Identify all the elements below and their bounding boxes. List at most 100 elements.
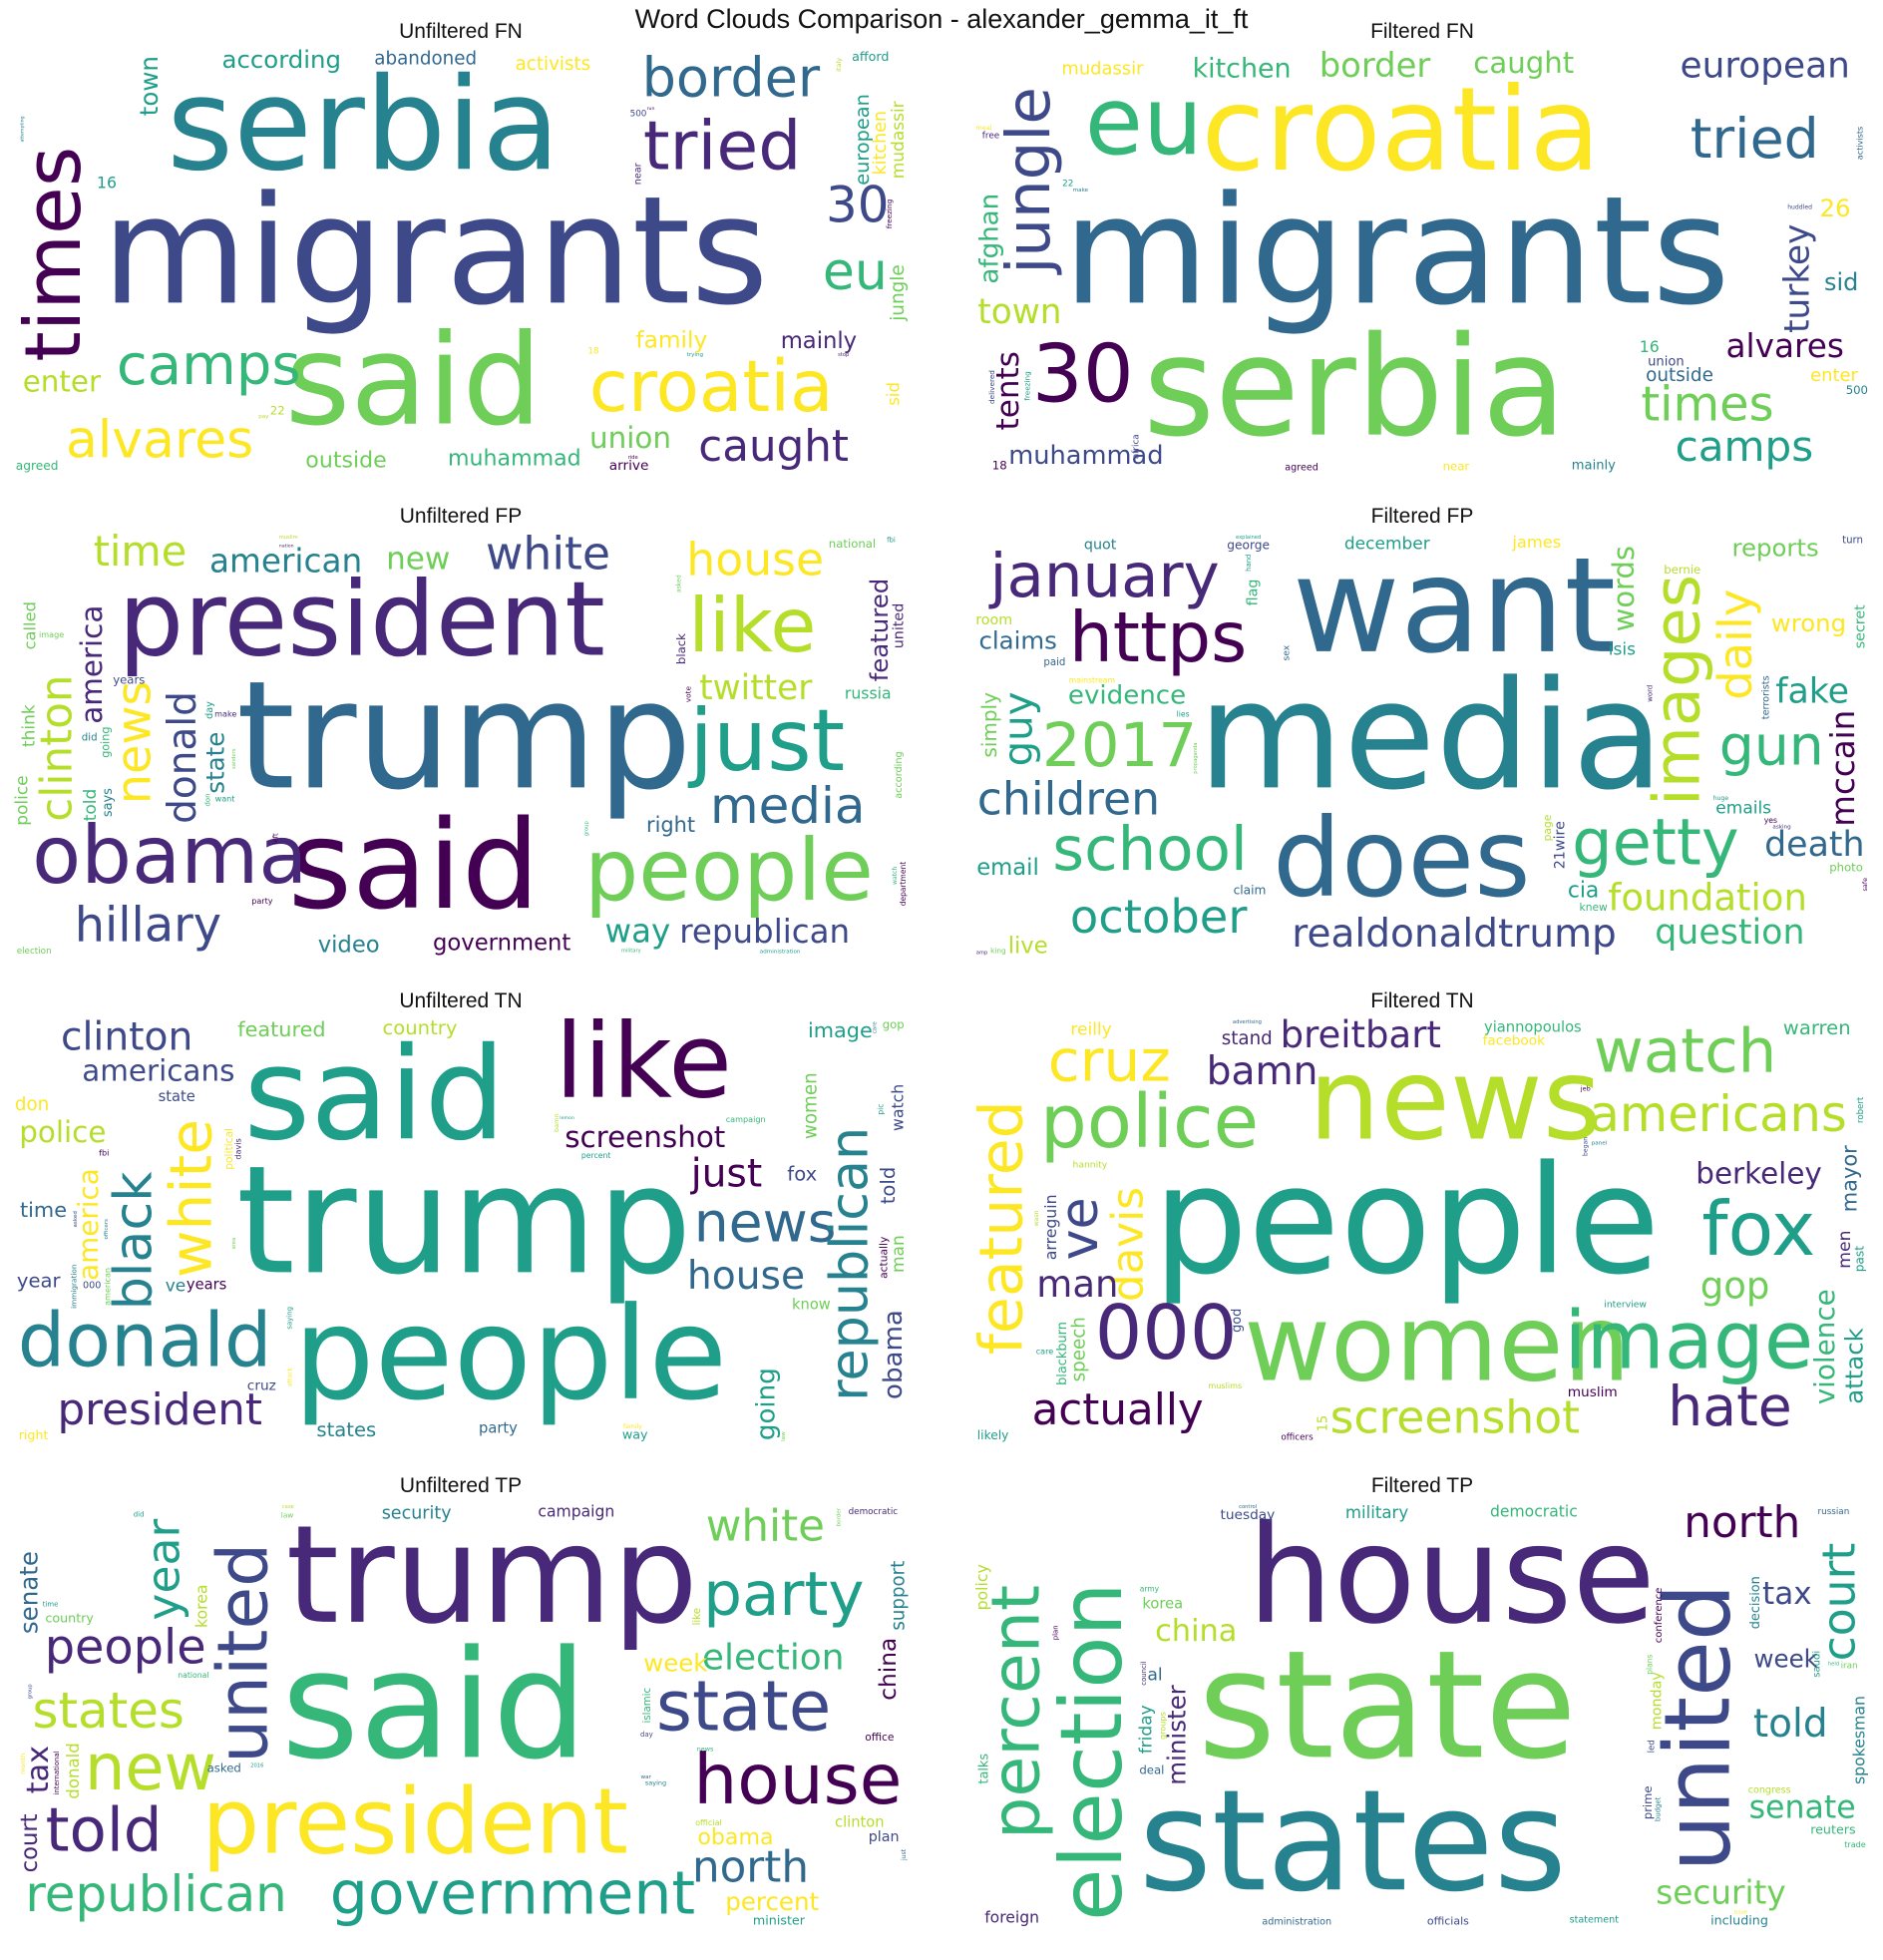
cloud-word: donald: [18, 1297, 272, 1383]
word-cloud-panel: Filtered TN people news women police american…: [973, 987, 1871, 1444]
cloud-word: king: [990, 946, 1006, 955]
cloud-word: muslim: [1568, 1384, 1618, 1400]
cloud-word: camps: [117, 333, 301, 398]
cloud-word: republican: [25, 1865, 286, 1923]
cloud-word: freezing: [885, 199, 894, 229]
cloud-word: talks: [977, 1754, 992, 1784]
cloud-word: americans: [82, 1054, 234, 1088]
cloud-word: muhammad: [448, 445, 581, 471]
cloud-word: led: [1647, 1740, 1657, 1753]
cloud-word: kitchen: [1193, 53, 1292, 84]
cloud-word: saying: [286, 1307, 294, 1330]
cloud-word: united: [1646, 1584, 1750, 1872]
cloud-word: men: [1835, 1230, 1855, 1268]
cloud-word: house: [687, 1254, 805, 1299]
cloud-word: donald: [161, 691, 205, 824]
cloud-word: statement: [1570, 1915, 1620, 1926]
cloud-word: 500: [1846, 383, 1868, 397]
cloud-word: care: [1036, 1347, 1054, 1357]
cloud-word: migrants: [102, 165, 769, 338]
cloud-word: jungle: [993, 87, 1064, 275]
cloud-word: featured: [865, 579, 894, 682]
cloud-word: featured: [237, 1017, 325, 1041]
cloud-word: news: [1309, 1033, 1602, 1165]
cloud-word: make: [1073, 188, 1089, 194]
cloud-word: ve: [1049, 1197, 1110, 1260]
cloud-word: 16: [1640, 337, 1660, 356]
cloud-word: amp: [976, 951, 988, 957]
cloud-word: office: [865, 1731, 894, 1744]
cloud-word: attack: [1840, 1327, 1869, 1403]
cloud-word: live: [1008, 933, 1048, 959]
cloud-word: afford: [852, 49, 889, 64]
cloud-word: house: [1248, 1502, 1656, 1655]
cloud-word: iran: [1841, 1661, 1858, 1671]
cloud-word: court: [17, 1813, 43, 1872]
cloud-word: cruz: [1048, 1026, 1171, 1094]
cloud-word: al: [1147, 1666, 1162, 1686]
cloud-word: mccain: [1824, 710, 1862, 827]
cloud-word: war: [641, 1774, 652, 1780]
cloud-word: want: [215, 794, 235, 804]
cloud-word: isis: [1609, 640, 1636, 660]
cloud-word: week: [643, 1649, 708, 1678]
cloud-word: africa: [1131, 434, 1141, 459]
cloud-word: percent: [581, 1151, 610, 1160]
panel-title: Filtered TN: [1370, 989, 1474, 1012]
cloud-word: make: [214, 709, 236, 719]
cloud-word: donald: [64, 1743, 83, 1799]
cloud-word: knew: [1580, 901, 1609, 914]
cloud-word: day: [640, 1731, 653, 1739]
cloud-word: caught: [698, 422, 849, 472]
cloud-word: explained: [1236, 535, 1261, 541]
cloud-word: political: [222, 1128, 235, 1170]
cloud-word: white: [706, 1502, 825, 1551]
cloud-word: care: [873, 1021, 879, 1034]
cloud-word: trump: [236, 649, 692, 823]
cloud-word: european: [1681, 48, 1850, 87]
cloud-word: minister: [753, 1912, 806, 1927]
cloud-word: american: [103, 1268, 113, 1306]
cloud-word: vote: [684, 686, 693, 703]
cloud-word: deal: [1139, 1764, 1164, 1777]
cloud-word: images: [1642, 575, 1715, 806]
cloud-word: union: [1648, 354, 1685, 369]
cloud-word: 18: [587, 346, 598, 356]
cloud-word: country: [383, 1017, 458, 1039]
cloud-word: warren: [1783, 1017, 1851, 1039]
cloud-word: news: [694, 1192, 837, 1256]
cloud-word: democratic: [1490, 1503, 1578, 1521]
cloud-word: image: [1564, 1294, 1813, 1386]
cloud-word: did: [134, 1511, 145, 1519]
cloud-word: 21wire: [1553, 821, 1569, 869]
cloud-word: delivered: [987, 370, 996, 404]
cloud-word: flag: [1245, 580, 1261, 606]
cloud-word: hillary: [75, 898, 221, 953]
cloud-word: george: [1227, 539, 1270, 553]
cloud-word: facebook: [1483, 1033, 1546, 1049]
cloud-word: new: [386, 542, 450, 578]
cloud-word: party: [703, 1559, 864, 1630]
cloud-word: nation: [279, 544, 294, 550]
cloud-word: run: [647, 106, 655, 112]
cloud-word: says: [101, 788, 116, 817]
cloud-word: mainly: [1572, 459, 1616, 474]
cloud-word: https: [1069, 598, 1247, 678]
cloud-word: court: [1813, 1543, 1866, 1662]
cloud-word: percent: [725, 1887, 819, 1916]
cloud-word: asking: [1772, 824, 1791, 830]
cloud-word: evidence: [1068, 681, 1186, 711]
cloud-word: democratic: [849, 1507, 899, 1517]
word-cloud-panel: Unfiltered FP trump said president just peopl…: [12, 503, 910, 960]
cloud-word: mudassir: [1061, 58, 1144, 79]
cloud-word: word: [1646, 685, 1654, 702]
cloud-word: attempting: [19, 116, 25, 142]
cloud-word: ve: [166, 1277, 187, 1297]
cloud-word: obama: [32, 809, 307, 902]
cloud-word: senate: [15, 1551, 44, 1634]
